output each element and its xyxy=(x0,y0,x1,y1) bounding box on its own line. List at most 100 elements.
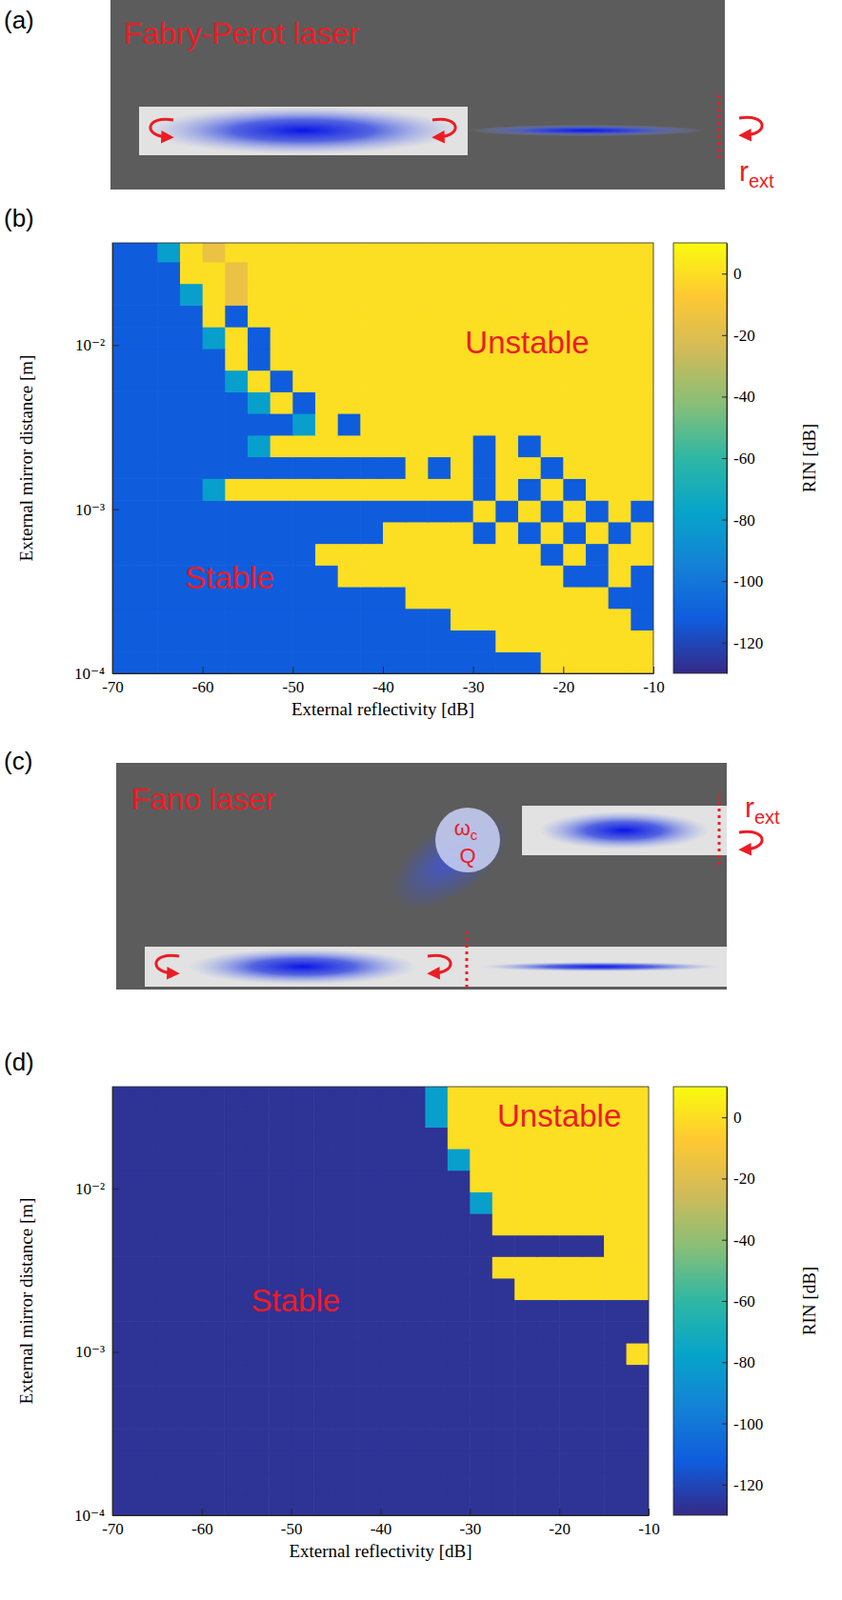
heatmap-cell xyxy=(157,348,181,371)
colorbar-tick: -20 xyxy=(721,1169,756,1188)
heatmap-cell xyxy=(424,1493,448,1516)
heatmap-cell xyxy=(223,1148,247,1171)
optical-mode xyxy=(188,948,418,985)
heatmap-cell xyxy=(360,564,383,587)
heatmap-cell xyxy=(608,391,632,414)
heatmap-cell xyxy=(135,608,159,631)
heatmap-cell xyxy=(630,478,654,501)
heatmap-cell xyxy=(537,1235,561,1258)
heatmap-cell xyxy=(537,1256,561,1279)
heatmap-cell xyxy=(447,1213,471,1236)
x-tick-label: -20 xyxy=(548,1520,571,1539)
heatmap-cell xyxy=(402,1364,426,1387)
panel-letter: (c) xyxy=(3,746,33,776)
heatmap-cell xyxy=(447,1105,471,1128)
heatmap-cell xyxy=(270,651,294,674)
heatmap-cell xyxy=(224,283,248,306)
heatmap-cell xyxy=(380,1105,404,1128)
colorbar-tick: -80 xyxy=(721,1353,756,1372)
heatmap-cell xyxy=(603,1407,627,1430)
heatmap-cell xyxy=(492,1235,516,1258)
heatmap-cell xyxy=(112,500,136,522)
colorbar-tick: -80 xyxy=(721,511,756,530)
colorbar-tick-label: -80 xyxy=(733,1353,756,1372)
heatmap-cell xyxy=(179,1407,202,1430)
heatmap-cell xyxy=(608,242,632,262)
heatmap-cell xyxy=(492,1213,516,1236)
heatmap-cell xyxy=(585,348,609,371)
heatmap-cell xyxy=(112,435,136,458)
y-tick: 10⁻⁴ xyxy=(74,1506,120,1525)
heatmap-cell xyxy=(492,1321,516,1344)
heatmap-cell xyxy=(223,1105,247,1128)
heatmap-cell xyxy=(405,651,429,674)
heatmap-cell xyxy=(270,629,294,653)
heatmap-cell xyxy=(492,1428,516,1451)
heatmap-cell xyxy=(112,564,136,587)
heatmap-cell xyxy=(360,500,383,522)
y-tick: 10⁻² xyxy=(75,336,120,355)
heatmap-cell xyxy=(427,608,451,631)
heatmap-cell xyxy=(402,1213,426,1236)
heatmap-cell xyxy=(112,1256,136,1279)
heatmap-cell xyxy=(180,304,203,327)
heatmap-cell xyxy=(626,1472,649,1495)
heatmap-cell xyxy=(134,1321,158,1344)
heatmap-cell xyxy=(246,1493,270,1516)
reflection-arrow xyxy=(739,831,762,850)
heatmap-cell xyxy=(135,543,159,566)
heatmap-cell xyxy=(630,242,654,262)
x-tick: -60 xyxy=(191,1508,214,1539)
heatmap-cell xyxy=(447,1493,471,1516)
heatmap-cell xyxy=(585,629,609,653)
heatmap-cell xyxy=(514,1493,538,1516)
heatmap-cell xyxy=(537,1450,561,1473)
heatmap-cell xyxy=(495,651,519,674)
heatmap-cell xyxy=(157,456,181,479)
heatmap-cell xyxy=(134,1213,158,1236)
heatmap-cell xyxy=(603,1343,627,1365)
x-tick: -30 xyxy=(459,1508,482,1539)
heatmap-cell xyxy=(202,304,226,327)
heatmap-cell xyxy=(201,1472,225,1495)
heatmap-cell xyxy=(157,478,181,501)
heatmap-cell xyxy=(492,1170,516,1193)
heatmap-cell xyxy=(291,1213,315,1236)
heatmap-cell xyxy=(382,304,406,327)
heatmap-cell xyxy=(380,1170,404,1193)
heatmap-cell xyxy=(518,564,542,587)
heatmap-cell xyxy=(630,283,654,306)
heatmap-cell xyxy=(313,1105,337,1128)
heatmap-cell xyxy=(581,1148,605,1171)
heatmap-cell xyxy=(514,1170,538,1193)
heatmap-cell xyxy=(603,1235,627,1258)
heatmap-cell xyxy=(473,435,497,458)
heatmap-cell xyxy=(473,242,497,262)
y-tick: 10⁻² xyxy=(75,1180,120,1199)
heatmap-cell xyxy=(313,1343,337,1365)
x-tick-mark xyxy=(653,666,655,674)
heatmap-cell xyxy=(247,283,271,306)
heatmap-cell xyxy=(358,1343,381,1365)
heatmap-cell xyxy=(313,1086,337,1106)
heatmap-cell xyxy=(135,242,159,262)
heatmap-cell xyxy=(134,1170,158,1193)
heatmap-cell xyxy=(581,1472,605,1495)
heatmap-cell xyxy=(541,242,564,262)
heatmap-cell xyxy=(291,1493,315,1516)
heatmap-cell xyxy=(157,1364,181,1387)
colorbar-tick: 0 xyxy=(721,1108,742,1127)
heatmap-cell xyxy=(358,1170,381,1193)
heatmap-cell xyxy=(603,1472,627,1495)
heatmap-cell xyxy=(292,608,316,631)
heatmap-cell xyxy=(202,348,226,371)
heatmap-cell xyxy=(201,1321,225,1344)
heatmap-cell xyxy=(541,651,564,674)
heatmap-cell xyxy=(514,1364,538,1387)
heatmap-cell xyxy=(450,370,474,393)
heatmap-cell xyxy=(246,1450,270,1473)
heatmap-cell xyxy=(338,629,361,653)
heatmap-cell xyxy=(405,608,429,631)
heatmap-cell xyxy=(585,500,609,522)
heatmap-cell xyxy=(270,435,294,458)
